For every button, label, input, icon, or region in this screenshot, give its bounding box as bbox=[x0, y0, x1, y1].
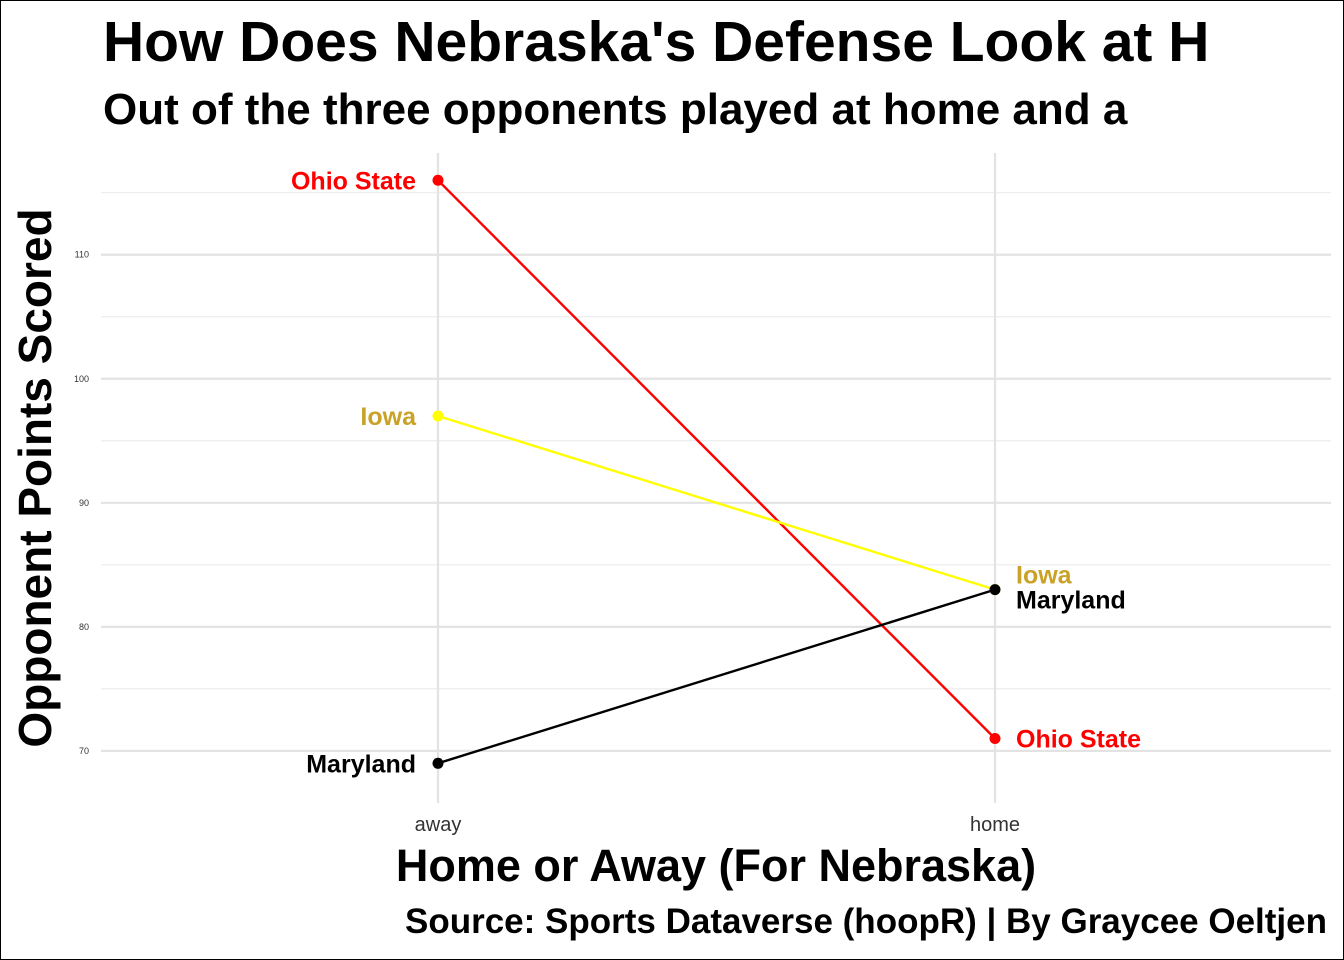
x-tick-labels: away home bbox=[415, 814, 1020, 836]
y-tick-label: 100 bbox=[74, 374, 89, 384]
point-label-ohio-state: Ohio State bbox=[291, 167, 416, 195]
y-tick-label: 70 bbox=[79, 746, 89, 756]
chart-caption: Source: Sports Dataverse (hoopR) | By Gr… bbox=[404, 902, 1327, 941]
data-point-iowa bbox=[432, 410, 444, 422]
point-label-iowa: Iowa bbox=[360, 403, 417, 431]
series-lines bbox=[437, 179, 996, 765]
data-point-maryland bbox=[989, 584, 1001, 596]
series-line-ohio-state bbox=[437, 179, 996, 740]
x-tick-label: home bbox=[970, 814, 1020, 836]
point-label-ohio-state: Ohio State bbox=[1016, 725, 1141, 753]
point-label-iowa: Iowa bbox=[1016, 562, 1073, 590]
major-grid bbox=[101, 153, 1331, 803]
point-label-maryland: Maryland bbox=[1016, 587, 1126, 615]
series-line-maryland bbox=[437, 588, 996, 765]
y-tick-label: 110 bbox=[75, 250, 89, 260]
y-axis-title: Opponent Points Scored bbox=[9, 208, 61, 748]
data-point-ohio-state bbox=[989, 732, 1001, 744]
x-axis-title: Home or Away (For Nebraska) bbox=[395, 840, 1037, 891]
point-label-maryland: Maryland bbox=[306, 750, 416, 778]
minor-grid bbox=[101, 192, 1331, 690]
y-tick-labels: 70 80 90 100 110 bbox=[74, 250, 89, 756]
x-tick-label: away bbox=[415, 814, 462, 836]
y-tick-label: 80 bbox=[79, 622, 89, 632]
chart-subtitle: Out of the three opponents played at hom… bbox=[103, 85, 1128, 134]
data-point-ohio-state bbox=[432, 174, 444, 186]
series-line-iowa bbox=[437, 414, 996, 591]
chart-title: How Does Nebraska's Defense Look at H bbox=[103, 10, 1210, 74]
series-points bbox=[432, 174, 1001, 769]
y-tick-label: 90 bbox=[79, 498, 89, 508]
data-point-maryland bbox=[432, 757, 444, 769]
